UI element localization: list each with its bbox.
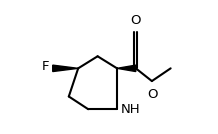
Text: NH: NH — [121, 103, 141, 116]
Polygon shape — [117, 65, 136, 72]
Polygon shape — [53, 65, 78, 72]
Text: F: F — [42, 60, 49, 74]
Text: O: O — [131, 14, 141, 27]
Text: O: O — [147, 88, 157, 101]
